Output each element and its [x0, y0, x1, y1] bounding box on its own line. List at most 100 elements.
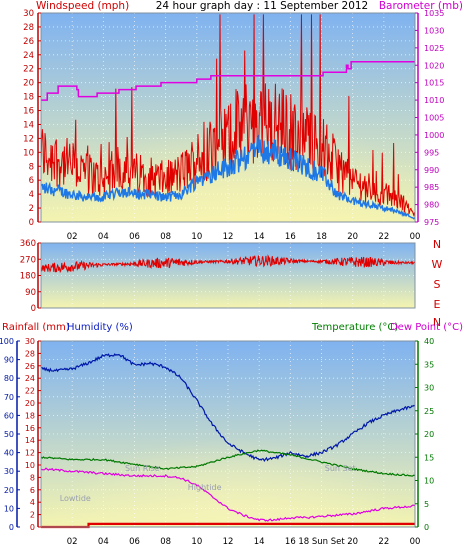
- barometer-axis-title: Barometer (mb): [379, 0, 463, 12]
- rainfall-tick-label: 30: [25, 337, 35, 346]
- temperature-tick-label: 5: [424, 500, 429, 509]
- temp-x-tick-label: 04: [98, 537, 109, 547]
- barometer-tick-label: 980: [424, 201, 439, 210]
- rainfall-tick-label: 6: [30, 486, 35, 495]
- compass-label: N: [433, 238, 441, 251]
- windspeed-average-series: [40, 134, 416, 220]
- wind-x-tick-label: 04: [98, 232, 109, 242]
- humidity-axis-title: Humidity (%): [67, 322, 133, 333]
- rainfall-tick-label: 10: [25, 461, 35, 470]
- windspeed-tick-label: 8: [29, 162, 34, 172]
- dewpoint-axis-title: Dew Point (°C): [390, 322, 463, 333]
- rainfall-tick-label: 26: [25, 362, 35, 371]
- wind-x-tick-label: 18: [316, 232, 327, 242]
- humidity-tick-label: 30: [4, 467, 14, 476]
- windspeed-gust-series: [40, 14, 416, 218]
- wind-x-tick-label: 02: [67, 232, 78, 242]
- humidity-tick-label: 20: [4, 486, 14, 495]
- windspeed-tick-label: 22: [23, 65, 34, 75]
- rainfall-tick-label: 20: [25, 399, 35, 408]
- rainfall-tick-label: 14: [25, 436, 35, 445]
- windspeed-tick-label: 20: [23, 79, 34, 89]
- wind-x-tick-label: 08: [160, 232, 171, 242]
- temp-x-tick-label: 10: [191, 537, 202, 547]
- annotation-label: Hightide: [188, 483, 222, 492]
- rainfall-tick-label: 24: [25, 374, 35, 383]
- temperature-tick-label: 10: [424, 477, 434, 486]
- annotation-label: Sun Rise: [125, 464, 160, 473]
- humidity-tick-label: 0: [9, 523, 14, 532]
- direction-tick-label: 180: [20, 272, 36, 282]
- windspeed-tick-label: 28: [23, 23, 34, 33]
- temperature-tick-label: 40: [424, 337, 434, 346]
- humidity-tick-label: 90: [4, 356, 14, 365]
- temperature-tick-label: 30: [424, 384, 434, 393]
- windspeed-tick-label: 0: [29, 218, 34, 228]
- graph-title: 24 hour graph day : 11 September 2012: [156, 0, 368, 12]
- windspeed-tick-label: 26: [23, 37, 34, 47]
- temperature-tick-label: 25: [424, 407, 434, 416]
- temperature-tick-label: 20: [424, 430, 434, 439]
- barometer-tick-label: 975: [424, 218, 439, 227]
- temperature-tick-label: 15: [424, 453, 434, 462]
- barometer-tick-label: 1035: [424, 9, 444, 18]
- rainfall-tick-label: 8: [30, 473, 35, 482]
- annotation-label: Lowtide: [60, 494, 91, 503]
- compass-label: W: [432, 258, 443, 271]
- barometer-tick-label: 1030: [424, 26, 444, 35]
- windspeed-tick-label: 16: [23, 107, 34, 117]
- wind-x-tick-label: 20: [347, 232, 358, 242]
- annotation-label: Sun Set: [325, 464, 356, 473]
- direction-tick-label: 0: [31, 304, 36, 314]
- windspeed-tick-label: 14: [23, 120, 34, 130]
- barometer-tick-label: 1005: [424, 114, 444, 123]
- rainfall-axis-title: Rainfall (mm): [2, 322, 70, 333]
- windspeed-tick-label: 2: [29, 204, 34, 214]
- compass-label: E: [434, 298, 441, 311]
- barometer-tick-label: 1015: [424, 79, 444, 88]
- humidity-tick-label: 70: [4, 393, 14, 402]
- wind-direction-series: [40, 254, 416, 274]
- wind-axis-title: Windspeed (mph): [36, 0, 129, 12]
- windspeed-tick-label: 12: [23, 134, 34, 144]
- temp-x-tick-label: 16: [285, 537, 296, 547]
- windspeed-tick-label: 10: [23, 148, 34, 158]
- barometer-tick-label: 995: [424, 148, 439, 157]
- barometer-tick-label: 1000: [424, 131, 444, 140]
- windspeed-tick-label: 4: [29, 190, 34, 200]
- rainfall-tick-label: 2: [30, 511, 35, 520]
- humidity-tick-label: 40: [4, 449, 14, 458]
- wind-x-tick-label: 14: [254, 232, 265, 242]
- humidity-series: [40, 353, 416, 463]
- humidity-tick-label: 10: [4, 504, 14, 513]
- windspeed-tick-label: 24: [23, 51, 34, 61]
- temperature-tick-label: 0: [424, 523, 429, 532]
- barometer-tick-label: 990: [424, 166, 439, 175]
- rainfall-tick-label: 22: [25, 387, 35, 396]
- rainfall-tick-label: 0: [30, 523, 35, 532]
- temperature-series: [40, 449, 416, 477]
- rainfall-tick-label: 18: [25, 411, 35, 420]
- rainfall-tick-label: 16: [25, 424, 35, 433]
- temp-x-tick-label: 14: [254, 537, 265, 547]
- wind-x-tick-label: 16: [285, 232, 296, 242]
- temp-x-tick-label: 08: [160, 537, 171, 547]
- humidity-tick-label: 100: [0, 337, 14, 346]
- windspeed-tick-label: 30: [23, 9, 34, 19]
- wind-x-tick-label: 06: [129, 232, 140, 242]
- barometer-tick-label: 1020: [424, 61, 444, 70]
- barometer-tick-label: 985: [424, 183, 439, 192]
- temperature-axis-title: Temperature (°C): [311, 322, 398, 333]
- dewpoint-series: [40, 467, 416, 522]
- wind-x-tick-label: 22: [378, 232, 389, 242]
- windspeed-tick-label: 6: [29, 176, 34, 186]
- temp-x-tick-label: 00: [410, 537, 421, 547]
- wind-x-tick-label: 10: [191, 232, 202, 242]
- barometer-tick-label: 1025: [424, 44, 444, 53]
- temp-x-tick-label: 12: [223, 537, 234, 547]
- temperature-tick-label: 35: [424, 360, 434, 369]
- humidity-tick-label: 50: [4, 430, 14, 439]
- barometer-tick-label: 1010: [424, 96, 444, 105]
- temp-x-tick-label: 20: [347, 537, 358, 547]
